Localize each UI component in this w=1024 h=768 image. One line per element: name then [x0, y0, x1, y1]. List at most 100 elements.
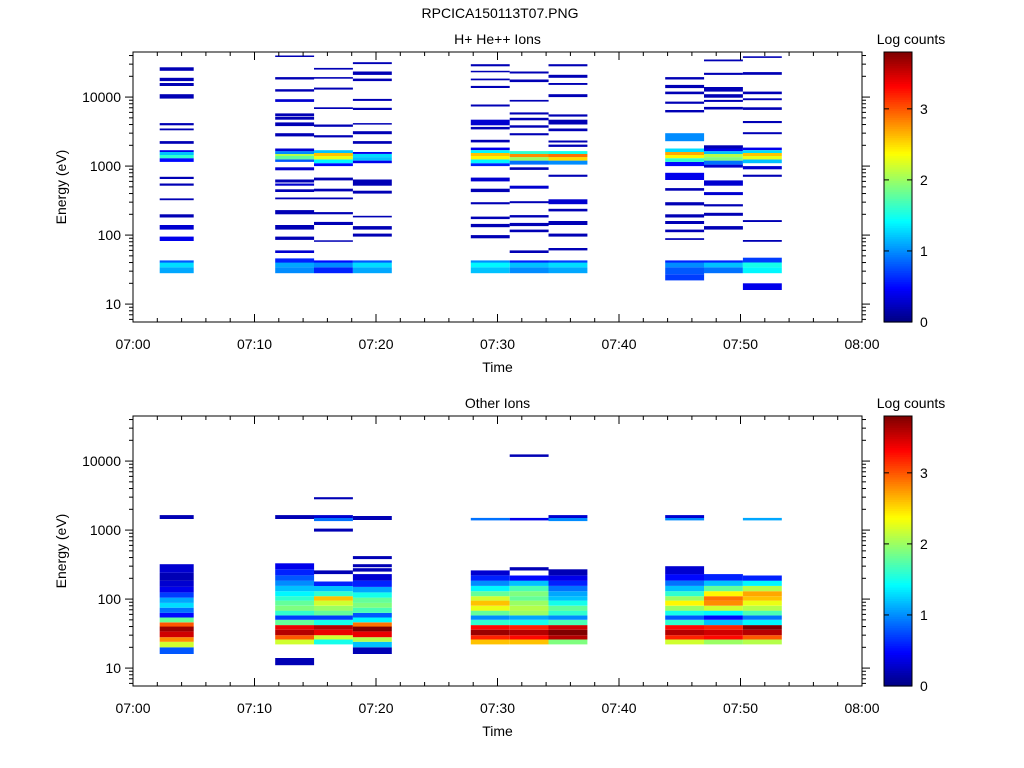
heatmap-cell [352, 152, 392, 154]
heatmap-cell [159, 176, 194, 179]
colorbar-segment [884, 416, 912, 419]
heatmap-cell [470, 570, 510, 576]
heatmap-cell [742, 635, 782, 640]
colorbar-segment [884, 611, 912, 615]
colorbar-segment [884, 299, 912, 303]
x-tick-label: 07:40 [601, 336, 636, 352]
heatmap-cell [159, 647, 194, 654]
x-tick-label: 07:10 [237, 336, 272, 352]
colorbar-segment [884, 121, 912, 125]
colorbar-segment [884, 112, 912, 116]
heatmap-cell [314, 619, 353, 626]
heatmap-cell [314, 150, 353, 153]
x-tick-label: 07:50 [723, 336, 758, 352]
colorbar-segment [884, 447, 912, 451]
colorbar-segment [884, 436, 912, 440]
heatmap-cell [742, 639, 782, 645]
colorbar-segment [884, 528, 912, 532]
heatmap-cell [665, 101, 705, 104]
heatmap-cell [352, 267, 392, 274]
heatmap-cell [314, 596, 353, 601]
heatmap-cell [470, 517, 510, 521]
colorbar-segment [884, 126, 912, 130]
colorbar-segment [884, 557, 912, 561]
heatmap-cell [159, 236, 194, 241]
heatmap-cell [275, 619, 315, 626]
panel-title: Other Ions [465, 395, 530, 411]
heatmap-cell [509, 215, 549, 218]
heatmap-cell [742, 156, 782, 160]
heatmap-cell [470, 70, 510, 73]
heatmap-cell [275, 197, 315, 200]
colorbar-frame [883, 415, 913, 687]
heatmap-cell [159, 592, 194, 598]
heatmap-cell [470, 119, 510, 126]
colorbar-segment [884, 508, 912, 512]
heatmap-cell [509, 133, 549, 136]
colorbar-segment [884, 297, 912, 301]
heatmap-cell [314, 629, 353, 636]
colorbar-segment [884, 555, 912, 559]
colorbar-segment [884, 681, 912, 685]
heatmap-cell [275, 615, 315, 620]
heatmap-cell [352, 71, 392, 75]
heatmap-cell [159, 622, 194, 627]
colorbar-segment [884, 589, 912, 593]
heatmap-cell [704, 204, 743, 207]
heatmap-cell [470, 159, 510, 164]
colorbar-tick-label: 3 [920, 465, 928, 481]
heatmap-cell [352, 160, 392, 164]
heatmap-cell [275, 515, 315, 519]
panel-2: Other Ions 07:00 07:10 07:20 07:30 07:40 07:50… [53, 395, 945, 739]
heatmap-cell [159, 626, 194, 632]
x-tick-label: 07:30 [480, 700, 515, 716]
colorbar-segment [884, 467, 912, 471]
heatmap-cell [314, 77, 353, 79]
heatmap-cell [470, 619, 510, 626]
heatmap-cell [742, 283, 782, 290]
colorbar-segment [884, 596, 912, 599]
heatmap-cell [159, 183, 194, 186]
colorbar-segment [884, 117, 912, 121]
heatmap-cell [665, 566, 705, 575]
heatmap-cell [742, 174, 782, 177]
heatmap-cell [352, 556, 392, 560]
colorbar-segment [884, 573, 912, 577]
heatmap-cell [548, 619, 588, 626]
colorbar-segment [884, 164, 912, 168]
colorbar-segment [884, 187, 912, 190]
colorbar-frame [883, 51, 913, 323]
x-tick-label: 07:40 [601, 700, 636, 716]
heatmap-cell [470, 202, 510, 205]
heatmap-cell [470, 610, 510, 616]
colorbar-segment [884, 647, 912, 651]
heatmap-cell [470, 223, 510, 228]
heatmap-cells [159, 454, 782, 666]
heatmap-cell [548, 625, 588, 630]
heatmap-cell [665, 84, 705, 89]
heatmap-cell [159, 572, 194, 581]
heatmap-cell [314, 124, 353, 127]
heatmap-cell [704, 596, 743, 601]
heatmap-cell [704, 148, 743, 152]
colorbar-tick-label: 3 [920, 101, 928, 117]
colorbar-segment [884, 119, 912, 123]
colorbar-segment [884, 146, 912, 150]
heatmap-cell [314, 212, 353, 215]
heatmap-cell [665, 172, 705, 180]
heatmap-cell [742, 517, 782, 521]
heatmap-cell [470, 64, 510, 67]
heatmap-cell [704, 615, 743, 620]
colorbar-segment [884, 205, 912, 208]
heatmap-cell [352, 226, 392, 230]
colorbar-segment [884, 85, 912, 89]
heatmap-cell [704, 629, 743, 636]
heatmap-cell [665, 517, 705, 521]
colorbar-segment [884, 214, 912, 217]
heatmap-cell [159, 83, 194, 86]
colorbar-segment [884, 220, 912, 224]
heatmap-cell [314, 107, 353, 109]
x-axis-label: Time [482, 359, 513, 375]
heatmap-cell [509, 229, 549, 233]
colorbar-segment [884, 283, 912, 287]
